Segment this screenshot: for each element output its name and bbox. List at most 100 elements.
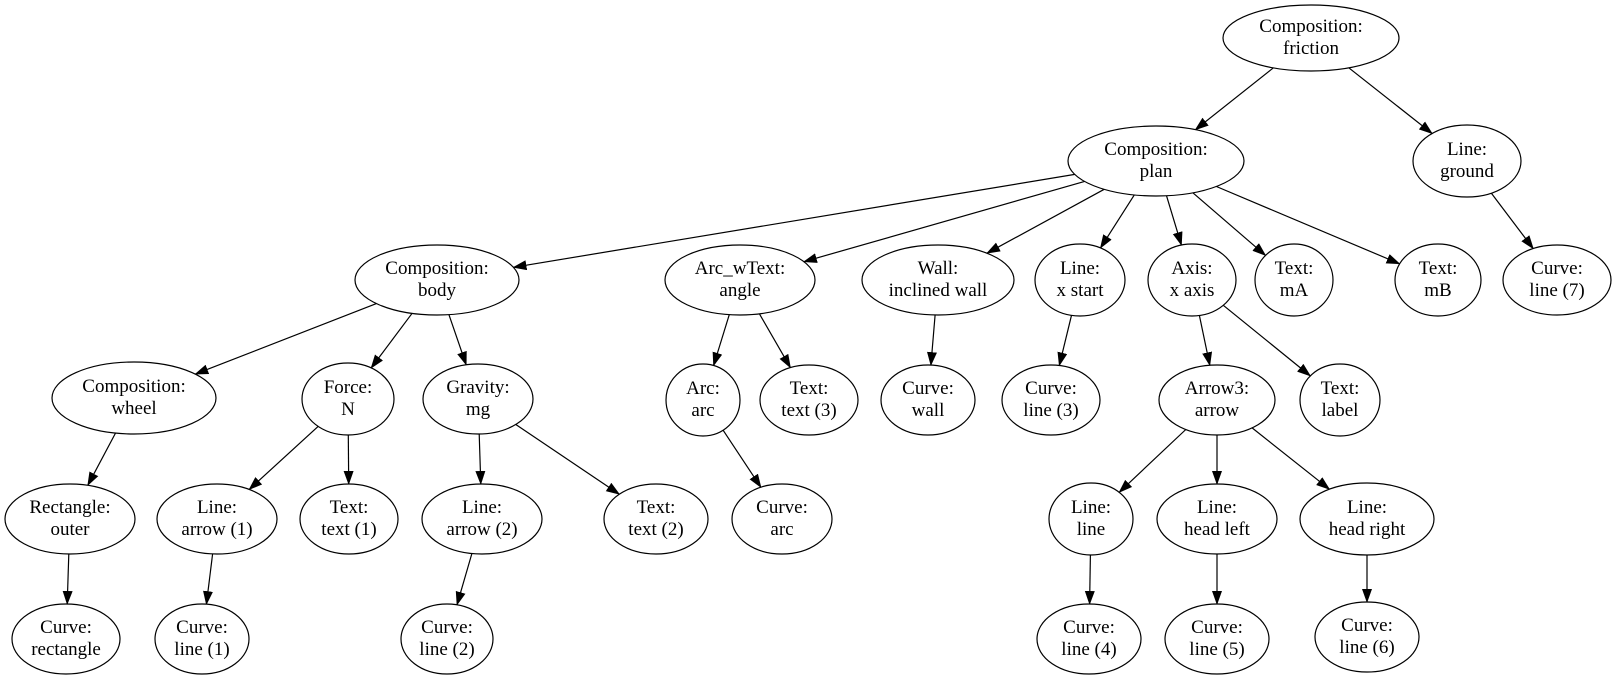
edge-friction-ground (1348, 67, 1433, 135)
node-label-line5: Curve: line (5) (1189, 617, 1244, 660)
node-label-lineline: Line: line (1071, 497, 1111, 540)
node-shape-arrow2 (421, 483, 543, 555)
node-label-wall: Wall: inclined wall (889, 258, 988, 301)
node-shape-arc (665, 363, 741, 437)
node-text3: Text: text (3) (759, 364, 859, 436)
node-label-line1: Curve: line (1) (174, 617, 229, 660)
node-label-xaxis: Axis: x axis (1170, 258, 1215, 301)
edge-plan-xstart (1099, 194, 1135, 249)
node-label-body: Composition: body (385, 258, 488, 301)
node-lineline: Line: line (1048, 482, 1134, 556)
node-line4: Curve: line (4) (1036, 603, 1142, 675)
edge-plan-angle (802, 180, 1085, 263)
node-shape-line3 (1001, 364, 1101, 436)
node-shape-ground (1412, 124, 1522, 198)
node-label-arc: Arc: arc (686, 378, 720, 421)
node-label-plan: Composition: plan (1104, 139, 1207, 182)
node-label-curvewall: Curve: wall (902, 378, 954, 421)
node-label-mB: Text: mB (1419, 258, 1458, 301)
node-label: Text: label (1299, 363, 1381, 437)
node-plan: Composition: plan (1067, 125, 1245, 197)
node-shape-curvearc (731, 483, 833, 555)
node-text1: Text: text (1) (299, 483, 399, 555)
node-line6: Curve: line (6) (1314, 601, 1420, 673)
node-shape-label (1299, 363, 1381, 437)
edges-layer (62, 67, 1534, 606)
node-arrow3: Arrow3: arrow (1158, 364, 1276, 436)
node-shape-angle (664, 244, 816, 316)
node-friction: Composition: friction (1222, 4, 1400, 72)
edge-wall-curvewall (927, 314, 937, 367)
node-shape-text2 (603, 483, 709, 555)
edge-xaxis-arrow3 (1198, 315, 1213, 367)
node-shape-wall (861, 244, 1015, 316)
edge-angle-text3 (758, 313, 791, 369)
node-label-arrow3: Arrow3: arrow (1185, 378, 1249, 421)
edge-arrow3-headright (1251, 427, 1331, 490)
node-label-line6: Curve: line (6) (1339, 615, 1394, 658)
node-shape-xstart (1034, 243, 1126, 317)
node-shape-arrow3 (1158, 364, 1276, 436)
node-shape-curverect (11, 603, 121, 675)
nodes-layer: Composition: friction Composition: plan Line… (4, 4, 1612, 675)
node-shape-xaxis (1147, 243, 1237, 317)
edge-plan-wall (986, 188, 1105, 254)
edge-arrow2-line2 (455, 553, 473, 606)
node-label-text3: Text: text (3) (781, 378, 836, 421)
node-mg: Gravity: mg (422, 363, 534, 435)
node-forceN: Force: N (301, 362, 395, 436)
node-label-line3: Curve: line (3) (1023, 378, 1078, 421)
node-line5: Curve: line (5) (1164, 603, 1270, 675)
node-label-ground: Line: ground (1440, 139, 1494, 182)
edge-wheel-outer (87, 432, 117, 487)
node-label-wheel: Composition: wheel (82, 376, 185, 419)
edge-lineline-line4 (1084, 554, 1095, 605)
edge-body-forceN (370, 312, 413, 369)
node-label-xstart: Line: x start (1057, 258, 1105, 301)
node-label-outer: Rectangle: outer (29, 497, 110, 540)
node-label-text1: Text: text (1) (321, 497, 376, 540)
edge-xaxis-label (1222, 304, 1312, 377)
node-shape-mA (1254, 243, 1334, 317)
edge-mg-arrow2 (475, 433, 486, 485)
edge-body-mg (448, 314, 467, 366)
node-wheel: Composition: wheel (51, 361, 217, 435)
node-label-friction: Composition: friction (1259, 16, 1362, 59)
node-headleft: Line: head left (1156, 483, 1278, 555)
node-label-text2: Text: text (2) (628, 497, 683, 540)
node-label-headright: Line: head right (1329, 497, 1406, 540)
node-shape-line5 (1164, 603, 1270, 675)
node-arrow1: Line: arrow (1) (156, 483, 278, 555)
node-label-curverect: Curve: rectangle (31, 617, 101, 660)
edge-mg-text2 (515, 424, 621, 495)
node-mB: Text: mB (1394, 243, 1482, 317)
node-xstart: Line: x start (1034, 243, 1126, 317)
edge-body-wheel (194, 303, 377, 375)
node-label-mA: Text: mA (1275, 258, 1314, 301)
edge-plan-body (512, 173, 1075, 271)
edge-arrow3-lineline (1118, 429, 1187, 493)
node-shape-mg (422, 363, 534, 435)
node-arrow2: Line: arrow (2) (421, 483, 543, 555)
node-wall: Wall: inclined wall (861, 244, 1015, 316)
node-shape-line6 (1314, 601, 1420, 673)
node-line7: Curve: line (7) (1502, 244, 1612, 316)
node-shape-line1 (154, 603, 250, 675)
node-label-headleft: Line: head left (1184, 497, 1251, 540)
node-headright: Line: head right (1299, 482, 1435, 556)
node-curverect: Curve: rectangle (11, 603, 121, 675)
node-shape-outer (4, 483, 136, 555)
node-label-line4: Curve: line (4) (1061, 617, 1116, 660)
node-outer: Rectangle: outer (4, 483, 136, 555)
edge-plan-mA (1192, 192, 1267, 257)
edge-plan-xaxis (1165, 195, 1183, 247)
edge-arc-curvearc (722, 429, 762, 489)
node-curvewall: Curve: wall (880, 364, 976, 436)
node-shape-friction (1222, 4, 1400, 72)
node-shape-line2 (400, 603, 494, 675)
node-label-arrow1: Line: arrow (1) (181, 497, 252, 540)
edge-angle-arc (712, 314, 730, 367)
node-xaxis: Axis: x axis (1147, 243, 1237, 317)
edge-arrow1-line1 (203, 553, 214, 606)
